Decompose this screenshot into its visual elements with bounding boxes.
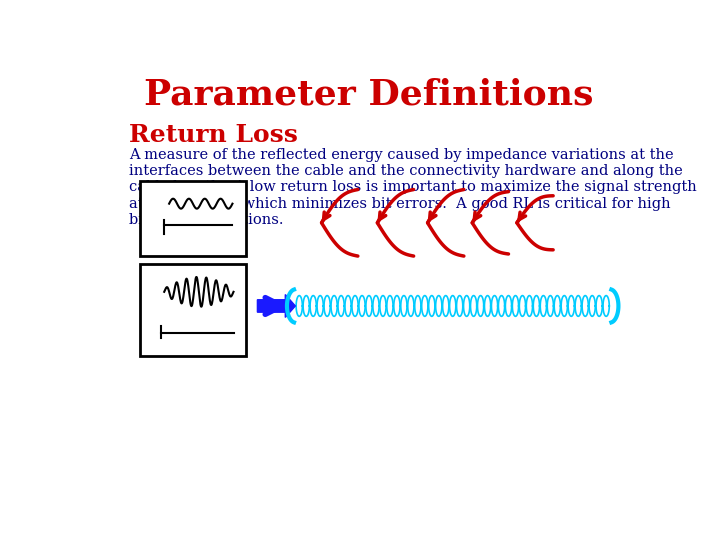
Bar [140, 265, 246, 356]
FancyArrow shape [258, 294, 295, 318]
Bar [140, 181, 246, 256]
Text: Parameter Definitions: Parameter Definitions [144, 77, 594, 111]
Text: A measure of the reflected energy caused by impedance variations at the
interfac: A measure of the reflected energy caused… [129, 148, 697, 227]
Text: Return Loss: Return Loss [129, 123, 298, 147]
